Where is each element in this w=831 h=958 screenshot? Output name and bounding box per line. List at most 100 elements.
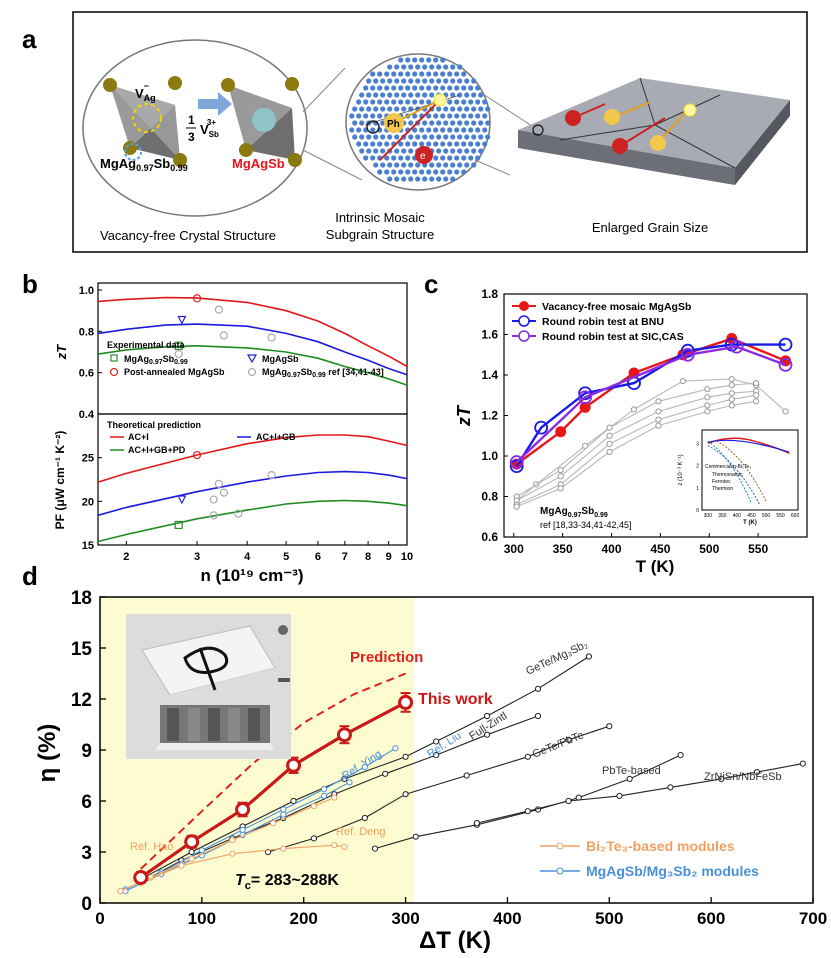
d-xtick-label: 600 (697, 909, 725, 928)
d-ref-point (534, 712, 542, 720)
atom-dot (485, 120, 491, 126)
atom-dot (401, 92, 407, 98)
atom-dot (387, 176, 393, 182)
d-ref-point (565, 797, 572, 805)
c-xtick-label: 400 (602, 542, 622, 556)
atom-dot (384, 169, 390, 175)
atom-dot (366, 92, 372, 98)
atom-dot (440, 57, 446, 63)
atom-dot (426, 85, 432, 91)
atom-dot (475, 99, 481, 105)
b-top-curve (97, 323, 408, 376)
atom-dot (352, 106, 358, 112)
atom-dot (422, 176, 428, 182)
c-ref-point (728, 402, 735, 409)
d-ytick-label: 18 (71, 588, 92, 609)
b-bottom-curve (97, 499, 408, 543)
c-xtick-label: 550 (748, 542, 768, 556)
atom-dot (370, 71, 376, 77)
d-ylabel: η (%) (34, 724, 61, 783)
panel-d: d 0 3 6 9 12 15 18 0 100 200 300 400 500 600 700 η (%)… (22, 561, 827, 954)
d-ref-point (320, 792, 328, 800)
atom-dot (370, 99, 376, 105)
atom-dot (405, 99, 411, 105)
d-legend-mgagsb: MgAgSb/Mg₃Sb₂ modules (586, 863, 759, 879)
atom-dot (408, 176, 414, 182)
atom-dot (454, 113, 460, 119)
atom-dot (398, 85, 404, 91)
atom-dot (398, 99, 404, 105)
atom-dot (380, 92, 386, 98)
b-bottom-point (214, 479, 223, 488)
atom-dot (373, 78, 379, 84)
atom-dot (391, 99, 397, 105)
atom-dot (429, 120, 435, 126)
c-ref-point (728, 382, 735, 389)
b-xlabel: n (10¹⁹ cm⁻³) (201, 566, 304, 585)
c-inset-ylabel: z (10⁻³ K⁻¹) (678, 454, 684, 485)
atom-dot (363, 141, 369, 147)
d-ref-point (473, 820, 480, 827)
atom-dot (433, 169, 439, 175)
atom-dot (363, 99, 369, 105)
atom-dot (356, 127, 362, 133)
b-xtick-label: 2 (123, 551, 129, 563)
d-legend-bi2te3: Bi₂Te₃-based modules (586, 838, 735, 854)
atom-dot (387, 162, 393, 168)
atom-dot (366, 78, 372, 84)
b-bottom-frame (97, 413, 408, 546)
atom-dot (412, 169, 418, 175)
atom-dot (436, 176, 442, 182)
atom-dot (349, 113, 355, 119)
d-xtick-label: 0 (95, 909, 104, 928)
atom-dot (408, 162, 414, 168)
d-ref-point (483, 712, 491, 720)
atom-dot (366, 134, 372, 140)
c-ref-point (606, 448, 613, 456)
atom-dot (426, 127, 432, 133)
atom-dot (370, 85, 376, 91)
atom-dot (384, 155, 390, 161)
atom-dot (485, 134, 491, 140)
atom-dot (468, 141, 474, 147)
c-inset-legend-3: Thermion (712, 486, 733, 492)
atom-dot (429, 64, 435, 70)
d-xtick-label: 700 (799, 909, 827, 928)
atom-dot (471, 134, 477, 140)
atom-dot (429, 134, 435, 140)
atom-dot (363, 85, 369, 91)
atom-dot (405, 85, 411, 91)
d-ref-point (718, 775, 725, 783)
b-xtick-label: 10 (401, 551, 413, 563)
vacancy-ag-label: VAg− (135, 81, 156, 103)
atom-dot (457, 64, 463, 70)
atom-dot (356, 141, 362, 147)
tetrahedron-filled (221, 77, 302, 167)
atom-dot (394, 162, 400, 168)
atom-dot (419, 85, 425, 91)
d-ref-point (606, 723, 613, 730)
atom-dot (419, 169, 425, 175)
atom-dot (373, 148, 379, 154)
d-ref-point (626, 775, 633, 783)
atom-dot (440, 169, 446, 175)
c-series-curve (515, 345, 786, 463)
d-ref-point (198, 847, 205, 854)
slab-flash-icon (683, 103, 697, 117)
atom-dot (436, 162, 442, 168)
c-inset-plot: 300 350 400 450 500 550 600 0 1 2 3 (696, 437, 799, 519)
c-annotation-formula: MgAg0.97Sb0.99 (540, 506, 608, 519)
d-xtick-label: 300 (391, 909, 419, 928)
zoom-line-1 (302, 67, 346, 113)
atom-dot (440, 85, 446, 91)
atom-dot (415, 92, 421, 98)
d-label-ref-liu: Ref. Liu (425, 730, 463, 761)
atom-dot (408, 64, 414, 70)
atom-dot (450, 162, 456, 168)
atom-dot (380, 162, 386, 168)
d-ref-point (188, 848, 195, 856)
d-xtick-label: 100 (188, 909, 216, 928)
atom-dot (394, 78, 400, 84)
atom-dot (377, 71, 383, 77)
d-ref-point (534, 685, 542, 692)
